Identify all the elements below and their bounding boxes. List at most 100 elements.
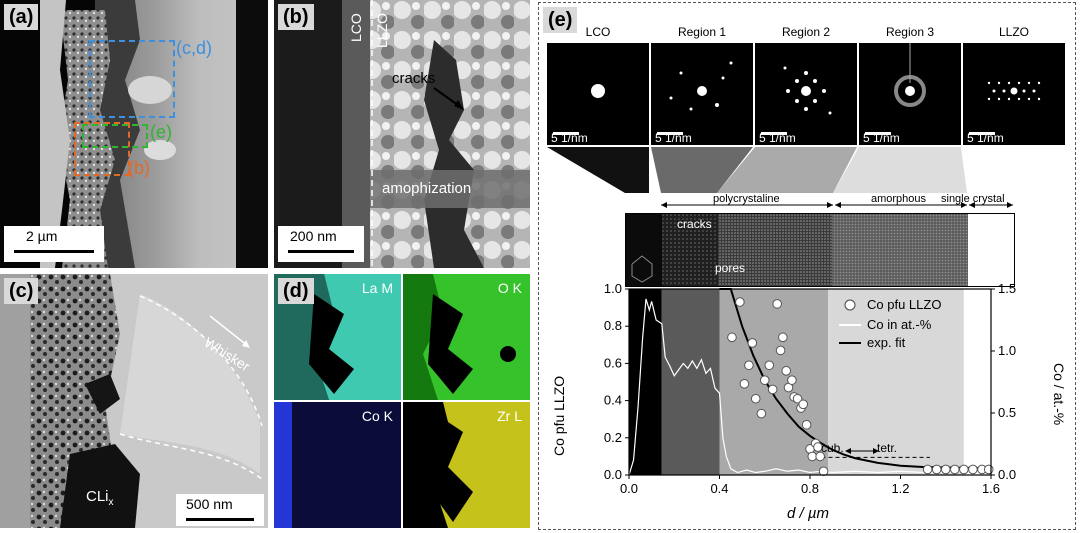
map-zr-label: Zr L — [497, 408, 522, 424]
cli-text: CLi — [86, 488, 109, 505]
legend-circle-swatch — [844, 299, 856, 311]
panel-c: (c) Whisker CLix 500 nm — [0, 274, 268, 528]
data-point-17 — [792, 393, 803, 404]
scale-text-b: 200 nm — [290, 228, 337, 244]
legend-line-label: Co in at.-% — [867, 317, 932, 332]
y-axis-right-label: Co / at.-% — [1051, 363, 1067, 426]
box-e — [82, 124, 148, 148]
panel-d: La M O K Co K Zr L (d) — [274, 274, 530, 528]
panel-a: (a) (c,d) (e) (b) 2 µm — [0, 0, 268, 268]
funnel-light-grey — [833, 147, 967, 193]
map-co-label: Co K — [361, 408, 393, 424]
cli-label: CLix — [86, 488, 114, 508]
data-point-20 — [801, 419, 812, 430]
data-point-13 — [781, 366, 792, 376]
scale-box-c: 500 nm — [176, 494, 264, 526]
amorphization-label: amophization — [382, 180, 472, 197]
diff-title-lco: LCO — [585, 25, 611, 39]
y-tick-label-3: 0.6 — [604, 355, 622, 370]
diff-scale-bar-r3 — [865, 132, 891, 135]
diff-scale-lco: 5 1/nm — [551, 131, 588, 145]
data-point-8 — [764, 360, 775, 371]
band-arrows — [661, 202, 1013, 208]
y2-tick-label-2: 1.0 — [998, 343, 1016, 358]
funnel-black — [547, 147, 649, 193]
panel-c-label: (c) — [4, 278, 39, 304]
band-polycrystalline: polycrystaline — [713, 193, 780, 205]
data-point-6 — [756, 408, 767, 419]
diff-lco-pattern — [591, 84, 605, 98]
x-tick-label-3: 1.2 — [891, 481, 909, 496]
y-tick-label-1: 0.2 — [604, 430, 622, 445]
region-2 — [719, 289, 829, 475]
diff-llzo-pattern — [987, 81, 1041, 101]
map-la-image — [274, 274, 401, 400]
legend-circles-label: Co pfu LLZO — [867, 297, 942, 312]
y-tick-label-2: 0.4 — [604, 393, 622, 408]
diff-region3: 5 1/nm — [859, 43, 961, 145]
data-point-9 — [767, 384, 778, 395]
map-zr-image — [428, 402, 530, 528]
panel-a-image — [0, 0, 268, 268]
region-4 — [963, 289, 991, 475]
cracks-label: cracks — [392, 70, 436, 87]
data-point-32 — [968, 464, 978, 475]
data-point-31 — [959, 464, 969, 475]
annotation-cub: cub. — [821, 441, 844, 455]
panel-e-label: (e) — [543, 7, 578, 33]
map-o-image — [403, 274, 530, 400]
diff-title-r2: Region 2 — [781, 25, 831, 39]
y2-tick-label-3: 1.5 — [998, 281, 1016, 296]
diff-scale-r2: 5 1/nm — [759, 131, 796, 145]
y2-tick-label-1: 0.5 — [998, 405, 1016, 420]
y-tick-label-5: 1.0 — [604, 281, 622, 296]
data-point-2 — [739, 379, 750, 389]
data-point-26 — [818, 466, 829, 477]
data-point-19 — [798, 399, 809, 410]
annotation-arrow — [845, 448, 879, 454]
band-single-crystal: single crystal — [941, 193, 1005, 205]
box-b-label: (b) — [128, 158, 150, 178]
legend-fit-label: exp. fit — [867, 335, 906, 350]
map-co: Co K — [274, 402, 401, 528]
diff-scale-r3: 5 1/nm — [863, 131, 900, 145]
data-point-11 — [775, 345, 786, 356]
panel-b: (b) LCO LLZO cracks amophization 200 nm — [274, 0, 530, 268]
legend-swatches — [839, 299, 861, 344]
region-3 — [828, 289, 964, 475]
box-e-label: (e) — [150, 122, 172, 142]
x-tick-label-1: 0.4 — [710, 481, 728, 496]
diff-region3-pattern — [894, 43, 926, 107]
panel-e: (e) LCO 5 1/nm Region 1 5 1/nm Region 2 … — [538, 2, 1076, 530]
diff-title-r3: Region 3 — [885, 25, 935, 39]
y2-tick-label-0: 0.0 — [998, 467, 1016, 482]
band-amorphous: amorphous — [871, 193, 927, 205]
image-strip — [625, 213, 1015, 287]
diff-lco: 5 1/nm — [547, 43, 649, 145]
diff-region1-pattern — [669, 61, 733, 111]
data-point-28 — [931, 464, 942, 475]
scale-bar-c — [186, 518, 254, 521]
diff-scale-r1: 5 1/nm — [655, 131, 692, 145]
panel-c-image — [0, 274, 268, 528]
data-point-15 — [787, 375, 797, 385]
diff-region2-pattern — [783, 66, 832, 115]
map-o-label: O K — [497, 280, 522, 296]
data-point-25 — [815, 451, 825, 462]
data-point-12 — [778, 332, 788, 343]
data-point-1 — [735, 297, 745, 307]
data-point-34 — [983, 464, 994, 475]
box-cd-label: (c,d) — [176, 38, 212, 58]
y-tick-label-0: 0.0 — [604, 467, 622, 482]
y-tick-label-4: 0.8 — [604, 318, 622, 333]
funnel-connectors — [547, 147, 967, 193]
x-tick-label-0: 0.0 — [620, 481, 638, 496]
region-0 — [629, 289, 662, 475]
data-point-29 — [940, 464, 951, 475]
data-point-10 — [772, 299, 782, 309]
box-cd — [89, 40, 175, 118]
funnel-grey — [717, 147, 857, 193]
diff-scale-bar-llzo — [969, 132, 995, 135]
data-point-30 — [950, 464, 960, 475]
diff-scale-bar-lco — [553, 132, 579, 135]
